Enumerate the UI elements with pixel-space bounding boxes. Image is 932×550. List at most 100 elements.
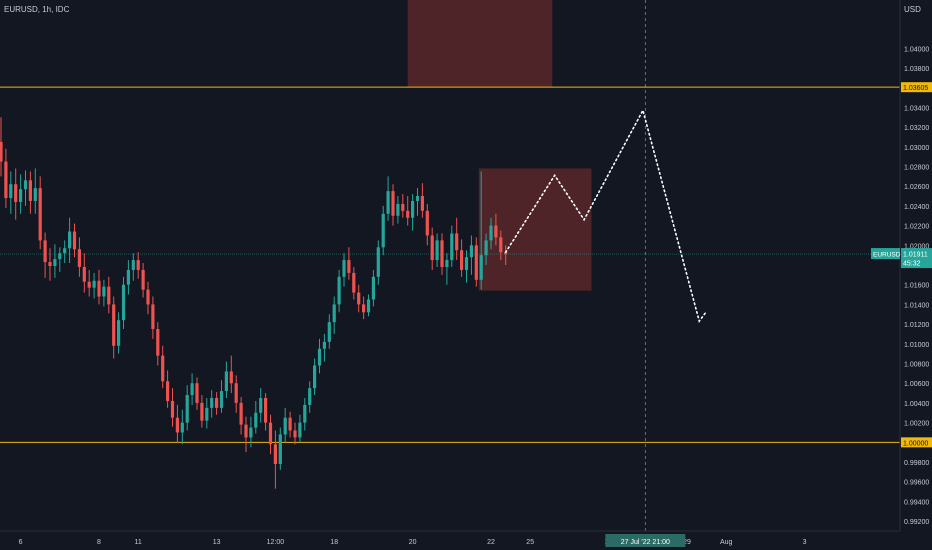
candle-body <box>347 260 351 273</box>
candle-body <box>293 430 297 438</box>
projection-path <box>504 108 708 323</box>
currency-label: USD <box>904 5 921 14</box>
candle-body <box>87 281 91 288</box>
candle-body <box>494 225 498 238</box>
price-tick-label: 1.02000 <box>904 243 929 250</box>
candle-body <box>332 304 336 323</box>
candle-body <box>229 371 233 384</box>
candle-body <box>455 233 459 251</box>
candle-body <box>72 231 77 250</box>
candle-body <box>33 188 37 201</box>
candle-body <box>317 348 322 366</box>
price-tick-label: 1.01000 <box>904 342 929 349</box>
candle-body <box>205 407 209 421</box>
candle-body <box>151 304 155 330</box>
candle-body <box>362 304 366 313</box>
candle-body <box>136 260 140 270</box>
price-tick-label: 1.01200 <box>904 322 929 329</box>
candle-body <box>9 184 13 199</box>
candle-body <box>146 289 150 305</box>
time-tick-label: 12:00 <box>267 539 285 546</box>
candle-body <box>313 365 317 389</box>
candle-body <box>401 203 405 211</box>
candle-body <box>239 402 243 425</box>
candle-body <box>435 240 439 261</box>
candle-body <box>244 424 248 438</box>
time-tick-label: 3 <box>803 539 807 546</box>
candle-body <box>126 269 130 285</box>
candle-body <box>283 417 287 435</box>
candle-body <box>303 404 307 423</box>
candle-body <box>278 434 282 465</box>
candle-body <box>445 260 449 267</box>
candle-body <box>386 191 390 214</box>
crosshair-time-label: 27 Jul '22 21:00 <box>621 539 670 546</box>
candle-body <box>366 299 371 313</box>
time-tick-label: 13 <box>213 539 221 546</box>
candle-body <box>396 203 400 216</box>
candle-body <box>38 188 42 241</box>
level-price-tag <box>901 82 932 93</box>
price-tick-label: 0.99600 <box>904 480 929 487</box>
price-tick-label: 1.02200 <box>904 224 929 231</box>
candle-body <box>48 262 52 266</box>
candle-body <box>53 259 57 266</box>
candle-body <box>68 231 72 249</box>
supply-zone-2 <box>478 168 592 291</box>
price-tick-label: 1.03400 <box>904 105 929 112</box>
candle-body <box>249 427 253 438</box>
candle-body <box>219 391 224 408</box>
candle-body <box>102 286 106 297</box>
candle-body <box>337 276 341 305</box>
level-price-tag <box>901 437 932 448</box>
candle-body <box>460 250 464 270</box>
candle-body <box>82 266 86 282</box>
candle-body <box>308 388 312 405</box>
price-tick-label: 1.00200 <box>904 421 929 428</box>
price-tick-label: 0.99400 <box>904 499 929 506</box>
time-tick-label: 11 <box>135 539 142 546</box>
price-tick-label: 1.03800 <box>904 66 929 73</box>
candle-body <box>117 320 121 346</box>
candle-body <box>391 191 395 216</box>
candle-body <box>474 245 478 280</box>
candle-body <box>469 245 473 258</box>
time-axis-background <box>0 531 932 550</box>
candle-body <box>415 196 420 201</box>
candle-body <box>234 383 238 403</box>
time-tick-label: Aug <box>720 539 733 546</box>
symbol-title: EURUSD, 1h, IDC <box>4 5 70 14</box>
candle-body <box>180 422 184 433</box>
candle-body <box>161 355 165 382</box>
candle-body <box>14 184 18 202</box>
candle-body <box>77 249 81 267</box>
candle-body <box>107 286 111 305</box>
price-tick-label: 1.00600 <box>904 381 929 388</box>
current-symbol-tag <box>871 248 900 260</box>
candle-body <box>268 422 273 445</box>
candle-body <box>121 284 126 321</box>
time-tick-label: 8 <box>97 539 101 546</box>
candle-body <box>4 161 8 199</box>
candle-body <box>92 280 96 288</box>
price-tick-label: 1.00800 <box>904 362 929 369</box>
current-symbol-label: EURUSD <box>873 252 901 259</box>
candle-body <box>464 257 469 270</box>
candle-body <box>322 341 326 349</box>
current-price-label: 1.01911 <box>903 252 928 259</box>
time-tick-label: 20 <box>409 539 417 546</box>
candle-body <box>166 381 170 401</box>
candle-body <box>170 400 175 418</box>
candle-body <box>63 248 67 254</box>
price-axis: 1.040001.038001.036001.034001.032001.030… <box>871 0 932 550</box>
candle-body <box>450 233 454 261</box>
current-price-tag <box>901 248 932 269</box>
candle-body <box>112 304 116 346</box>
price-tick-label: 1.02600 <box>904 184 929 191</box>
price-tick-label: 1.01400 <box>904 302 929 309</box>
candle-body <box>195 383 199 403</box>
candle-body <box>0 141 3 162</box>
candle-body <box>210 398 214 408</box>
candle-body <box>430 235 434 261</box>
